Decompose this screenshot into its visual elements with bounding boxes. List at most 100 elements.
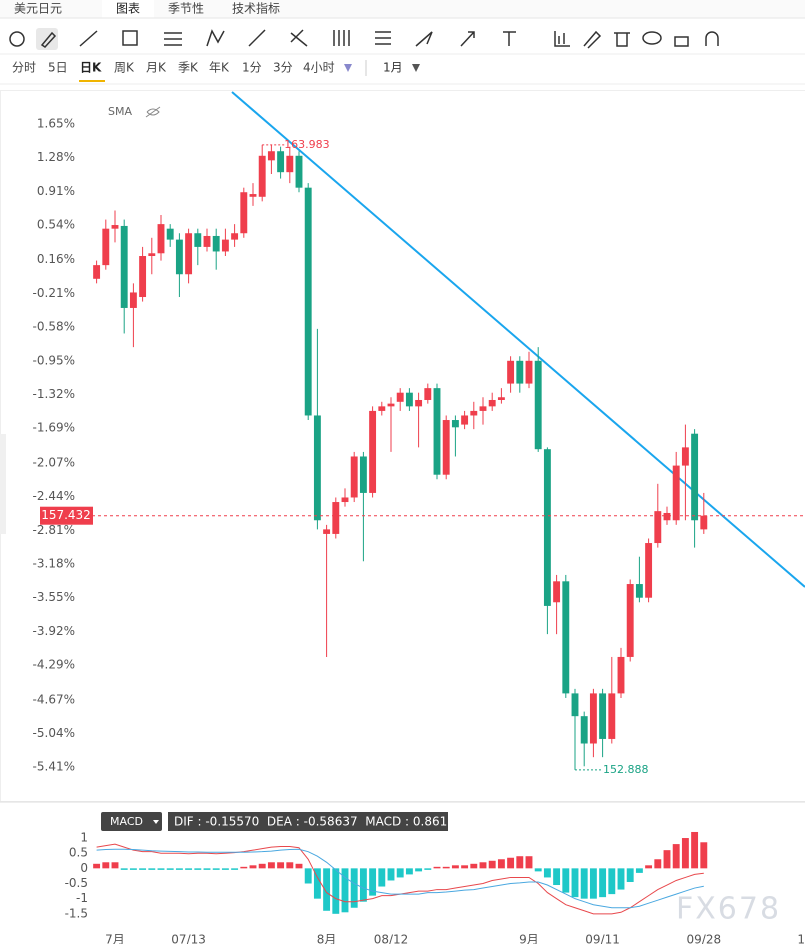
candle-body	[130, 292, 137, 307]
candle-body	[553, 581, 560, 602]
candle-body	[277, 151, 284, 172]
candle-body	[259, 156, 266, 197]
dropdown-arrow[interactable]	[344, 64, 352, 72]
candle-body	[388, 404, 395, 407]
low-price: 152.888	[603, 763, 649, 776]
period[interactable]: 年K	[209, 61, 230, 75]
y-tick-label: 0.16%	[37, 252, 75, 266]
tool-icon[interactable]	[80, 31, 97, 46]
tool-icon[interactable]	[375, 32, 391, 44]
tool-icon[interactable]	[249, 30, 265, 46]
tool-icon[interactable]	[291, 30, 307, 46]
candle-body	[397, 393, 404, 402]
x-tick-label: 7月	[105, 933, 125, 945]
tool-icon[interactable]	[164, 33, 182, 45]
candle-body	[562, 581, 569, 693]
tool-icon[interactable]	[675, 37, 688, 46]
candle-body	[369, 411, 376, 493]
macd-y-tick-label: 0.5	[69, 846, 88, 860]
candle-body	[121, 226, 128, 308]
last-price: 157.432	[41, 508, 91, 522]
tool-icon[interactable]	[416, 32, 432, 46]
y-tick-label: -1.69%	[33, 421, 75, 435]
macd-bar	[378, 868, 385, 886]
candle-body	[489, 400, 496, 406]
candle-body	[470, 411, 477, 416]
period[interactable]: 日K	[80, 61, 102, 75]
macd-bar	[240, 867, 247, 869]
side-handle[interactable]	[0, 434, 6, 534]
tab[interactable]: 图表	[116, 2, 140, 16]
macd-bar	[268, 862, 275, 868]
macd-y-tick-label: -1.5	[65, 906, 88, 920]
tool-icon[interactable]	[555, 31, 570, 46]
candle-body	[498, 397, 505, 400]
tool-icon[interactable]	[207, 31, 224, 46]
y-tick-label: -3.92%	[33, 624, 75, 638]
tool-icon[interactable]	[334, 30, 349, 46]
tool-icon[interactable]	[706, 32, 718, 46]
macd-bar	[148, 868, 155, 870]
period[interactable]: 分时	[12, 61, 36, 75]
candle-body	[351, 456, 358, 497]
tool-icon[interactable]	[461, 32, 474, 46]
macd-bar	[213, 868, 220, 870]
candle-body	[231, 233, 238, 239]
tool-icon[interactable]	[10, 32, 24, 46]
tab[interactable]: 技术指标	[232, 1, 280, 16]
period[interactable]: 4小时	[303, 61, 335, 75]
y-tick-label: -0.95%	[33, 353, 75, 367]
tab[interactable]: 季节性	[168, 2, 204, 16]
macd-bar	[682, 838, 689, 868]
candle-body	[507, 361, 514, 384]
candle-body	[627, 584, 634, 657]
macd-bar	[112, 862, 119, 868]
macd-bar	[700, 842, 707, 868]
candle-body	[148, 253, 155, 256]
y-tick-label: 0.54%	[37, 218, 75, 232]
tool-icon[interactable]	[123, 31, 137, 45]
candle-body	[378, 406, 385, 411]
period[interactable]: 月K	[146, 61, 167, 75]
period[interactable]: 5日	[48, 61, 68, 75]
dropdown-arrow[interactable]	[412, 64, 420, 72]
macd-bar	[618, 868, 625, 889]
period[interactable]: 1分	[242, 61, 262, 75]
range-select[interactable]: 1月	[383, 61, 403, 75]
candle-body	[590, 693, 597, 743]
candle-body	[480, 406, 487, 411]
y-tick-label: -4.29%	[33, 658, 75, 672]
macd-bar	[553, 868, 560, 885]
y-tick-label: 0.91%	[37, 184, 75, 198]
candle-body	[406, 393, 413, 407]
x-tick-label: 08/12	[374, 933, 409, 945]
tool-icon[interactable]	[643, 32, 661, 44]
macd-bar	[470, 864, 477, 869]
y-tick-label: -5.41%	[33, 760, 75, 774]
candle-body	[461, 415, 468, 424]
macd-bar	[360, 868, 367, 901]
tool-icon[interactable]	[614, 33, 630, 46]
macd-bar	[286, 862, 293, 868]
period[interactable]: 3分	[273, 61, 293, 75]
indicator-label: SMA	[108, 105, 132, 118]
hide-icon[interactable]	[146, 107, 160, 117]
y-tick-label: 1.65%	[37, 116, 75, 130]
candle-body	[516, 361, 523, 384]
candle-body	[250, 194, 257, 197]
tool-icon[interactable]	[584, 32, 600, 48]
x-tick-label: 9月	[519, 933, 539, 945]
toolbar	[10, 28, 718, 50]
candle-body	[213, 236, 220, 251]
macd-bar	[259, 864, 266, 869]
candle-body	[305, 188, 312, 416]
x-tick-label: 10	[797, 933, 805, 945]
macd-bar	[158, 868, 165, 870]
tool-icon[interactable]	[503, 32, 516, 46]
tab[interactable]: 美元日元	[14, 2, 62, 16]
watermark: FX678	[676, 892, 781, 927]
macd-bar	[572, 868, 579, 897]
period[interactable]: 周K	[114, 61, 135, 75]
y-tick-label: -3.55%	[33, 590, 75, 604]
period[interactable]: 季K	[178, 61, 199, 75]
